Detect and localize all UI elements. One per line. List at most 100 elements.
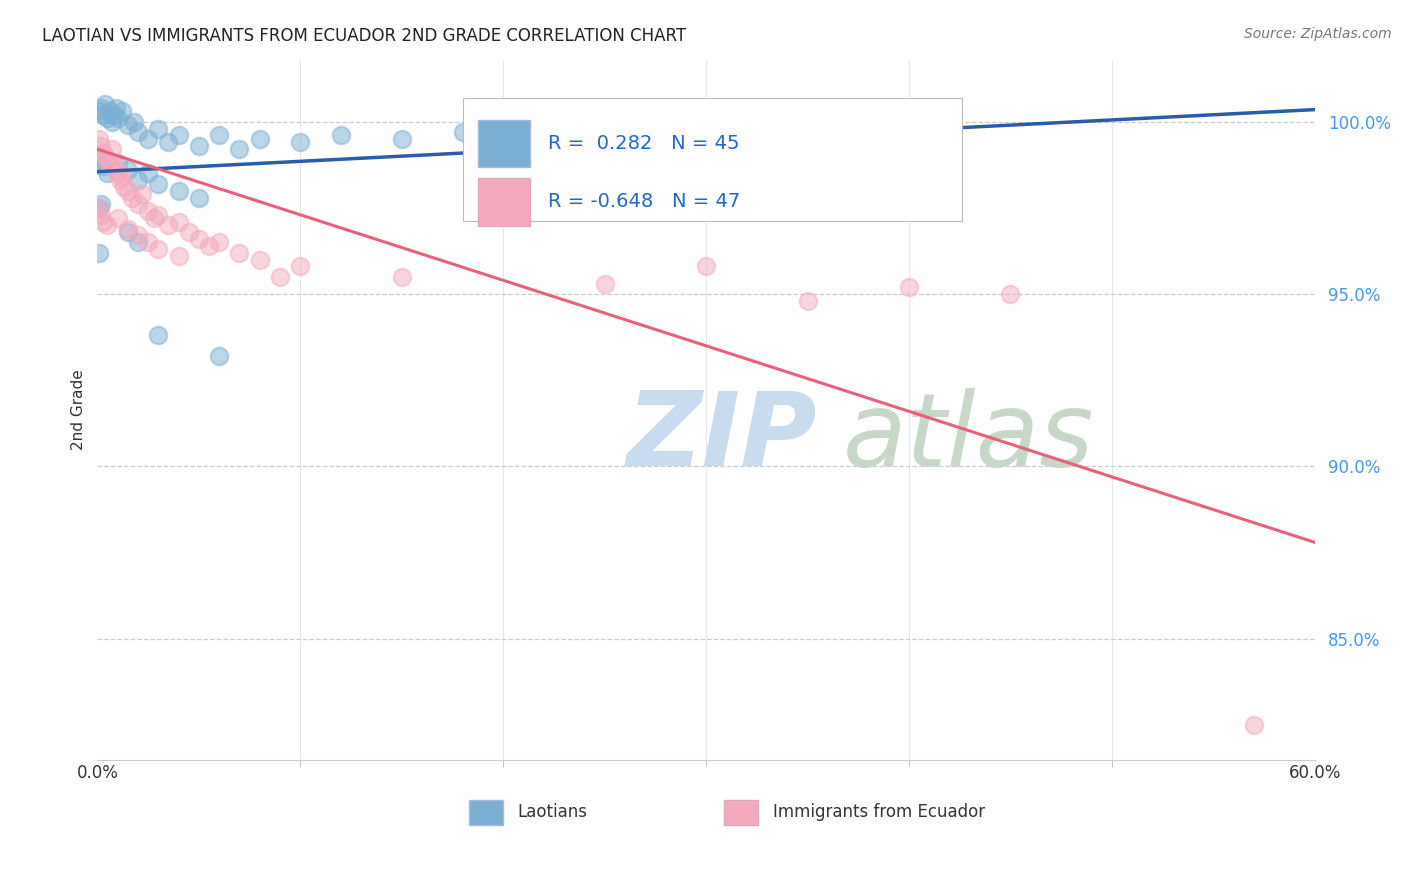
Point — [198, 239, 221, 253]
Point — [249, 252, 271, 267]
Point — [187, 138, 209, 153]
Point — [122, 114, 145, 128]
Point — [117, 225, 139, 239]
Bar — [468, 799, 503, 825]
Point — [148, 328, 170, 343]
Point — [112, 180, 135, 194]
Point — [391, 269, 413, 284]
Point — [451, 125, 474, 139]
Text: R =  0.282   N = 45: R = 0.282 N = 45 — [548, 134, 740, 153]
Point — [177, 225, 200, 239]
Point — [117, 163, 139, 178]
Point — [111, 169, 134, 184]
Point — [94, 97, 117, 112]
Point — [228, 245, 250, 260]
Point — [898, 280, 921, 294]
Point — [89, 201, 111, 215]
Text: Laotians: Laotians — [517, 803, 588, 822]
Point — [98, 104, 121, 119]
Point — [107, 211, 129, 226]
Point — [100, 142, 122, 156]
Point — [117, 221, 139, 235]
Point — [167, 249, 190, 263]
Text: R = -0.648   N = 47: R = -0.648 N = 47 — [548, 192, 740, 211]
Point — [104, 101, 127, 115]
Point — [208, 349, 231, 363]
Point — [593, 277, 616, 291]
Point — [329, 128, 352, 143]
Point — [93, 160, 115, 174]
Point — [107, 166, 129, 180]
Point — [90, 197, 112, 211]
Point — [100, 114, 122, 128]
Point — [127, 173, 149, 187]
Point — [187, 190, 209, 204]
Text: Immigrants from Ecuador: Immigrants from Ecuador — [773, 803, 986, 822]
Point — [121, 190, 143, 204]
Point — [148, 242, 170, 256]
Point — [127, 228, 149, 243]
Point — [107, 112, 129, 126]
Point — [167, 215, 190, 229]
Point — [148, 121, 170, 136]
Point — [90, 101, 112, 115]
Point — [208, 128, 231, 143]
Point — [94, 149, 117, 163]
Point — [290, 136, 312, 150]
Point — [136, 132, 159, 146]
Point — [249, 132, 271, 146]
Point — [136, 204, 159, 219]
Point — [127, 125, 149, 139]
Y-axis label: 2nd Grade: 2nd Grade — [72, 369, 86, 450]
Point — [796, 293, 818, 308]
Point — [96, 218, 118, 232]
Point — [391, 132, 413, 146]
Point — [108, 173, 131, 187]
Point — [148, 208, 170, 222]
Point — [228, 142, 250, 156]
Point — [89, 149, 111, 163]
Point — [89, 245, 111, 260]
Point — [89, 104, 111, 119]
Point — [96, 112, 118, 126]
Point — [89, 132, 111, 146]
Point — [1243, 718, 1265, 732]
Point — [93, 145, 115, 160]
Point — [93, 108, 115, 122]
Point — [127, 197, 149, 211]
Point — [107, 156, 129, 170]
Point — [127, 235, 149, 250]
Point — [187, 232, 209, 246]
Bar — [724, 799, 758, 825]
Point — [96, 166, 118, 180]
Bar — [478, 120, 530, 168]
Point — [269, 269, 291, 284]
Point — [208, 235, 231, 250]
Point — [103, 156, 125, 170]
Point — [157, 136, 180, 150]
Point — [90, 138, 112, 153]
Text: ZIP: ZIP — [627, 387, 817, 488]
Point — [157, 218, 180, 232]
Point — [117, 118, 139, 132]
Point — [93, 215, 115, 229]
Point — [1000, 287, 1022, 301]
Bar — [478, 178, 530, 226]
Point — [143, 211, 166, 226]
Point — [90, 208, 112, 222]
Point — [117, 184, 139, 198]
Point — [290, 260, 312, 274]
Point — [167, 128, 190, 143]
Point — [167, 184, 190, 198]
Point — [136, 166, 159, 180]
Text: atlas: atlas — [842, 388, 1094, 488]
Point — [96, 153, 118, 167]
Point — [104, 163, 127, 178]
Point — [90, 153, 112, 167]
Point — [103, 108, 125, 122]
Point — [131, 187, 153, 202]
Point — [136, 235, 159, 250]
Point — [148, 177, 170, 191]
Text: Source: ZipAtlas.com: Source: ZipAtlas.com — [1244, 27, 1392, 41]
Point — [695, 260, 717, 274]
